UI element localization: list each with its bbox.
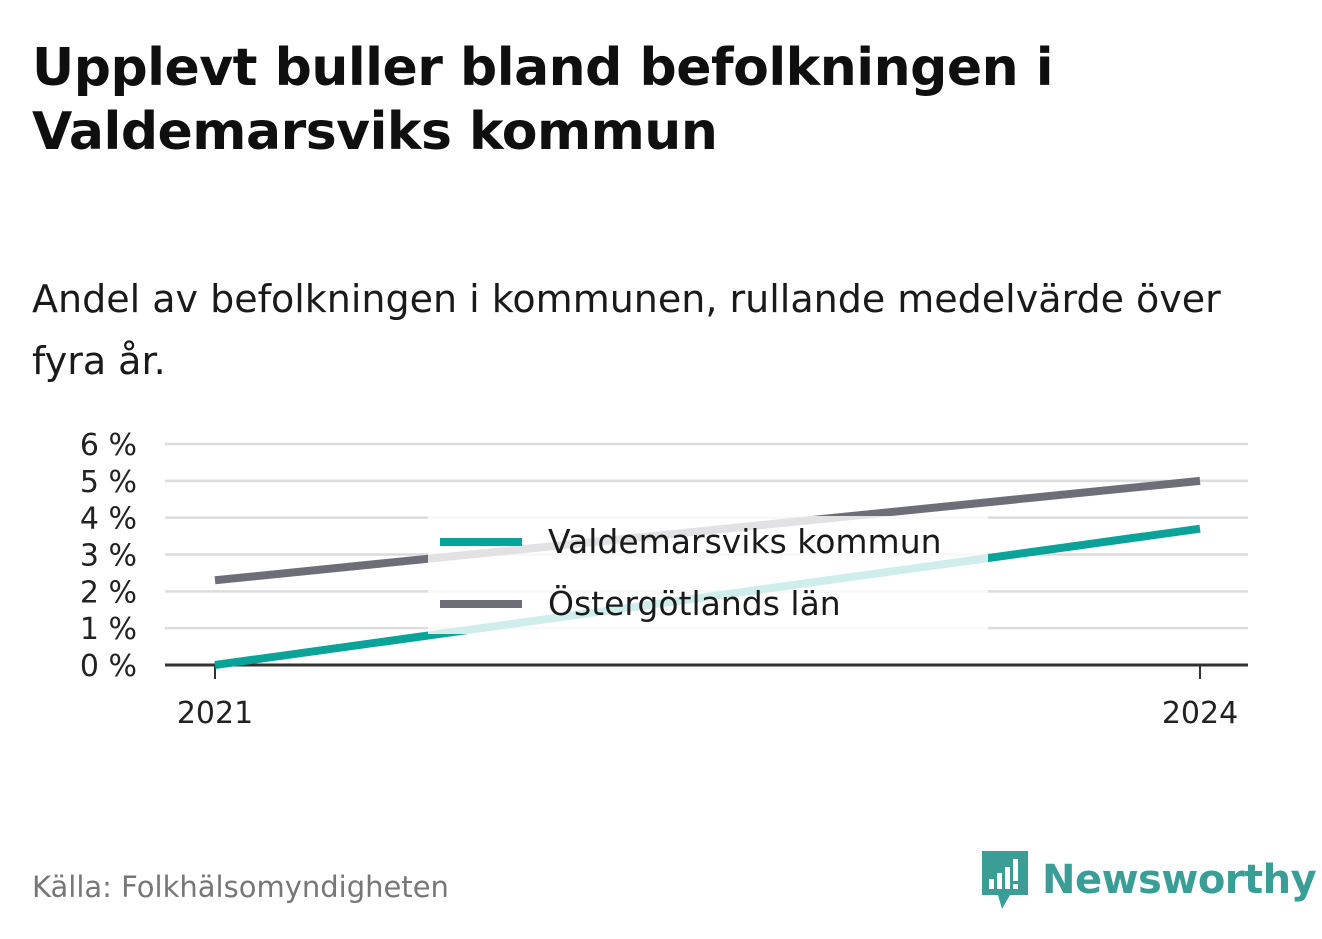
chart-title: Upplevt buller bland befolkningen i Vald…	[32, 38, 1054, 162]
x-tick-label: 2021	[177, 696, 253, 731]
y-tick-label: 4 %	[80, 502, 137, 537]
x-tick-label: 2024	[1162, 696, 1238, 731]
legend-box	[428, 516, 988, 634]
y-tick-label: 0 %	[80, 649, 137, 684]
y-tick-label: 3 %	[80, 539, 137, 574]
y-tick-label: 2 %	[80, 575, 137, 610]
newsworthy-logo-icon	[982, 851, 1028, 909]
newsworthy-logo: Newsworthy	[980, 848, 1317, 912]
chart-subtitle: Andel av befolkningen i kommunen, rullan…	[32, 277, 1221, 383]
source-note: Källa: Folkhälsomyndigheten	[32, 870, 449, 904]
legend-label: Östergötlands län	[548, 583, 841, 623]
line-chart: 0 %1 %2 %3 %4 %5 %6 % 2021 2024 Valdemarsvi…	[80, 428, 1248, 731]
legend-label: Valdemarsviks kommun	[548, 522, 942, 561]
y-tick-label: 6 %	[80, 428, 137, 463]
y-tick-label: 1 %	[80, 612, 137, 647]
brand-name: Newsworthy	[1042, 857, 1317, 903]
y-tick-label: 5 %	[80, 465, 137, 500]
